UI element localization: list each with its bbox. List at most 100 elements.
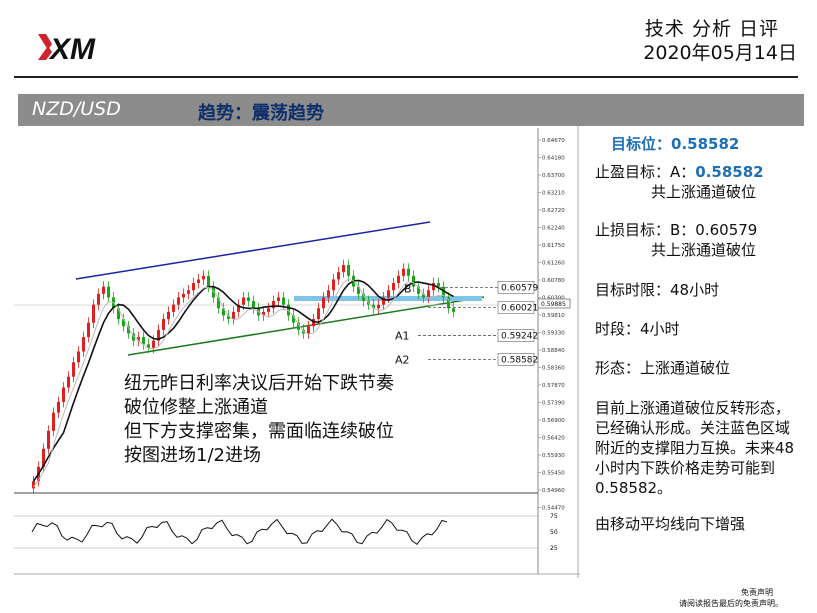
desc-line-3: 附近的支撑阻力互换。未来48 — [595, 439, 795, 457]
price-chart: 0.64670 0.64180 0.63700 0.63210 0.62720 0.622… — [14, 126, 580, 578]
candle-body — [52, 412, 55, 431]
candle-body — [117, 308, 120, 320]
logo-text: XM — [48, 33, 96, 64]
y-tick-label: 0.64180 — [542, 156, 565, 162]
annotation-line-2: 破位修整上涨通道 — [124, 397, 268, 418]
candle-body — [362, 293, 365, 302]
annotation-line-1: 纽元昨日利率决议后开始下跌节奏 — [124, 373, 394, 394]
ma-note: 由移动平均线向下增强 — [595, 515, 746, 533]
candle-body — [417, 286, 420, 294]
candle-body — [122, 319, 125, 327]
candle-body — [192, 283, 195, 291]
tp-row: 止盈目标：A：0.58582 — [595, 162, 764, 182]
candle-body — [272, 301, 275, 309]
candle-body — [197, 279, 200, 284]
candle-body — [402, 268, 405, 276]
trend-label: 趋势：震荡趋势 — [198, 103, 324, 124]
candle-body — [97, 293, 100, 305]
candle-body — [342, 265, 345, 273]
y-tick-label: 0.62720 — [542, 208, 565, 214]
y-tick-label: 0.64670 — [542, 138, 565, 144]
pattern: 形态：上涨通道破位 — [595, 359, 731, 377]
candle-body — [57, 401, 60, 413]
candle-body — [212, 286, 215, 298]
candle-body — [87, 322, 90, 338]
xm-logo: XM — [38, 33, 96, 64]
candle-body — [322, 297, 325, 309]
candle-body — [92, 304, 95, 323]
candle-body — [452, 308, 455, 312]
candle-body — [132, 333, 135, 341]
disclaimer-title: 免责声明 — [741, 588, 773, 597]
candle-body — [407, 268, 410, 276]
disclaimer-text: 请阅读报告最后的免责声明。 — [679, 599, 783, 608]
candle-body — [377, 304, 380, 309]
candle-body — [437, 283, 440, 287]
candle-body — [127, 326, 130, 334]
sl-row: 止损目标：B：0.60579 — [595, 221, 758, 239]
currency-pair: NZD/USD — [32, 98, 121, 120]
tp-note: 共上涨通道破位 — [651, 183, 757, 201]
candle-body — [382, 297, 385, 305]
candle-body — [227, 315, 230, 320]
current-price-label: 0.59885 — [541, 301, 566, 308]
candle-body — [47, 430, 50, 449]
annotation-line-4: 按图进场1/2进场 — [124, 445, 261, 466]
candle-body — [32, 481, 35, 489]
y-tick-label: 0.55930 — [542, 453, 565, 459]
time-frame: 时段：4小时 — [595, 320, 680, 338]
candle-body — [372, 304, 375, 309]
moving-average-line-light — [33, 278, 454, 488]
candle-body — [292, 315, 295, 323]
rsi-tick-25: 25 — [550, 545, 558, 552]
level-marker: B — [404, 282, 412, 295]
time-limit: 目标时限：48小时 — [595, 281, 720, 299]
channel-top-line — [75, 221, 431, 280]
sl-note: 共上涨通道破位 — [651, 241, 757, 259]
desc-line-1: 目前上涨通道破位反转形态， — [595, 399, 791, 417]
candle-body — [222, 308, 225, 316]
section-banner — [18, 94, 804, 126]
level-value: 0.60579 — [501, 283, 538, 293]
header-divider — [14, 76, 798, 78]
level-value: 0.59242 — [501, 332, 538, 342]
level-label: A2 — [395, 353, 410, 366]
y-tick-label: 0.59330 — [542, 331, 565, 337]
level-label: A1 — [395, 330, 410, 343]
candle-body — [307, 326, 310, 334]
candle-body — [297, 322, 300, 330]
level-box — [497, 281, 535, 294]
candle-body — [162, 319, 165, 330]
candle-body — [67, 376, 70, 388]
y-tick-label: 0.58840 — [542, 348, 565, 354]
candle-body — [357, 286, 360, 294]
candle-body — [142, 337, 145, 345]
candle-body — [317, 308, 320, 320]
candle-body — [267, 308, 270, 312]
candle-body — [282, 297, 285, 305]
candle-body — [337, 272, 340, 280]
y-tick-label: 0.61750 — [542, 243, 565, 249]
target-row: 目标位：0.58582 — [611, 134, 739, 154]
y-tick-label: 0.63210 — [542, 191, 565, 197]
candle-body — [237, 304, 240, 312]
candle-body — [177, 297, 180, 305]
candle-body — [327, 290, 330, 298]
candle-body — [242, 297, 245, 305]
candle-body — [387, 290, 390, 298]
annotation-line-3: 但下方支撑密集，需面临连续破位 — [124, 421, 394, 442]
y-tick-label: 0.60300 — [542, 296, 565, 302]
candle-body — [347, 265, 350, 276]
candle-body — [312, 319, 315, 327]
candle-body — [182, 293, 185, 298]
target-value: 0.58582 — [671, 135, 740, 153]
candle-body — [207, 275, 210, 287]
target-label: 目标位： — [611, 135, 672, 153]
support-zone — [294, 296, 482, 301]
candle-body — [137, 337, 140, 341]
y-tick-label: 0.59810 — [542, 313, 565, 319]
candle-body — [202, 275, 205, 280]
moving-average-line — [32, 279, 454, 482]
y-tick-label: 0.56420 — [542, 436, 565, 442]
level-box — [497, 329, 535, 342]
